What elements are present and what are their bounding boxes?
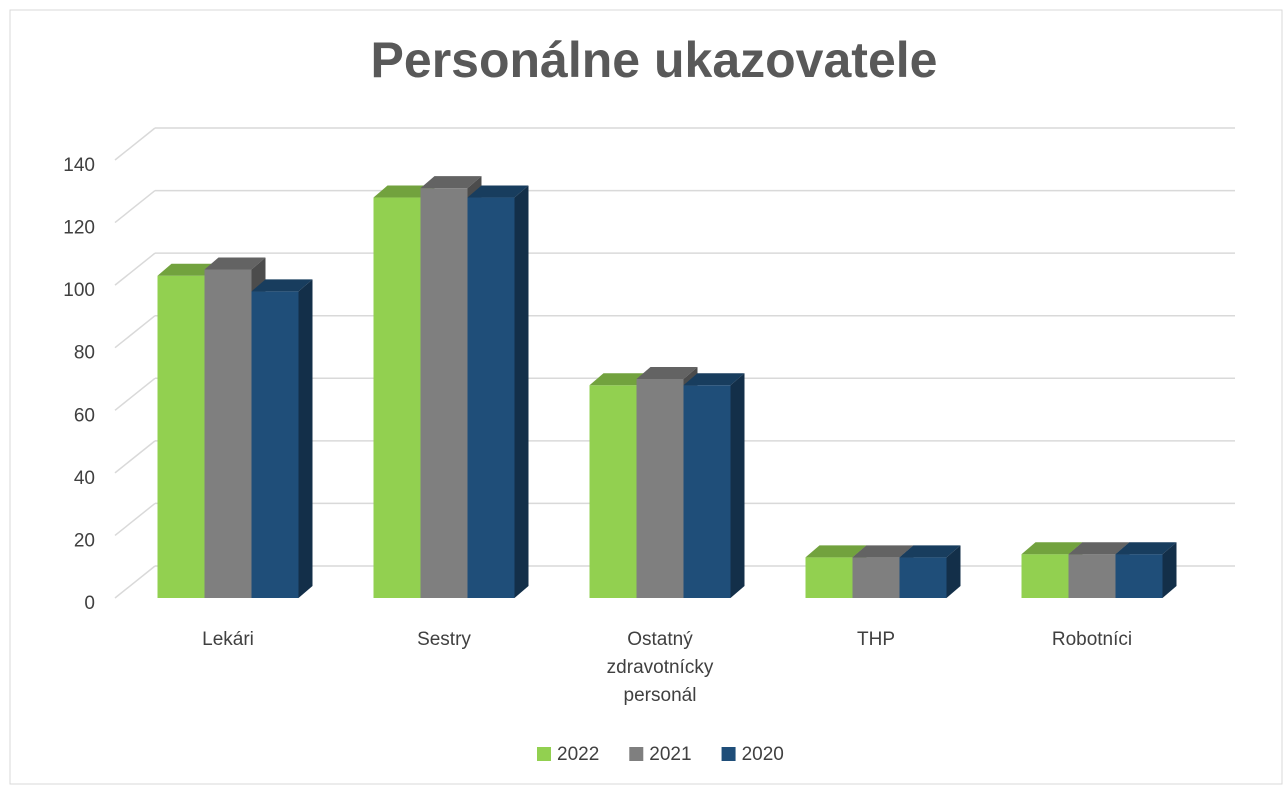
y-tick-label: 20 xyxy=(74,530,95,551)
bar-front xyxy=(636,379,684,598)
grid-line-side xyxy=(114,189,156,224)
bar-top xyxy=(1068,542,1130,555)
bar-front xyxy=(589,385,637,598)
x-tick-label: Ostatný zdravotnícky personál xyxy=(607,629,714,706)
bar-top xyxy=(852,545,914,558)
bar-front xyxy=(251,291,299,598)
grid-line-side xyxy=(114,377,156,411)
x-tick-label: THP xyxy=(857,629,895,650)
y-tick-label: 60 xyxy=(74,405,95,426)
bar-top xyxy=(805,545,867,558)
bar-top xyxy=(251,279,313,292)
bar-front xyxy=(1068,554,1116,598)
bar-front xyxy=(204,269,252,598)
bar xyxy=(1115,542,1177,598)
bar-top xyxy=(420,176,482,189)
bar-top xyxy=(467,185,529,198)
bar-front xyxy=(1115,554,1163,598)
bar xyxy=(467,185,529,599)
y-tick-label: 140 xyxy=(63,155,95,176)
grid-line-side xyxy=(114,315,156,349)
grid-line-side xyxy=(114,565,156,599)
bar-side xyxy=(514,185,529,599)
y-tick-label: 0 xyxy=(84,593,95,614)
legend-label: 2020 xyxy=(742,744,784,765)
bar-front xyxy=(805,557,853,598)
legend-label: 2022 xyxy=(557,744,599,765)
grid-line-side xyxy=(114,127,156,161)
bar-top xyxy=(683,373,745,386)
y-tick-label: 80 xyxy=(74,343,95,364)
bar-front xyxy=(467,197,515,599)
bar-front xyxy=(852,557,900,598)
bar-front xyxy=(1021,554,1069,598)
grid-line-side xyxy=(114,440,156,474)
x-tick-label: Robotníci xyxy=(1052,629,1132,650)
y-tick-label: 100 xyxy=(63,280,95,301)
x-tick-label: Sestry xyxy=(417,629,471,650)
bar-top xyxy=(636,367,698,379)
y-tick-label: 40 xyxy=(74,468,95,489)
bar-top xyxy=(589,373,651,386)
bar-front xyxy=(899,557,947,598)
bar-top xyxy=(204,257,266,270)
x-tick-line: Ostatný xyxy=(627,629,693,650)
bar xyxy=(899,545,961,598)
bar-side xyxy=(1162,542,1177,598)
bar-side xyxy=(298,279,313,598)
x-tick-label: Lekári xyxy=(202,629,254,650)
bar-top xyxy=(899,545,961,558)
bar-side xyxy=(730,373,745,598)
legend-swatch xyxy=(721,747,736,761)
chart-title: Personálne ukazovatele xyxy=(371,32,938,88)
bar-top xyxy=(157,263,219,276)
bar-front xyxy=(157,275,205,598)
legend-label: 2021 xyxy=(649,744,691,765)
bar-side xyxy=(946,545,961,598)
bar-front xyxy=(373,197,421,599)
grid-line-side xyxy=(114,252,156,286)
bar-front xyxy=(420,188,468,598)
legend-swatch xyxy=(537,747,551,761)
bar xyxy=(251,279,313,598)
x-tick-line: zdravotnícky xyxy=(607,657,714,678)
y-tick-label: 120 xyxy=(63,218,95,239)
grid-line-side xyxy=(114,502,156,537)
bar-top xyxy=(373,185,435,198)
bar-top xyxy=(1115,542,1177,555)
bar xyxy=(683,373,745,598)
legend-swatch xyxy=(629,747,644,761)
bar-front xyxy=(683,385,731,598)
bar-top xyxy=(1021,542,1083,555)
x-tick-line: personál xyxy=(624,685,697,706)
